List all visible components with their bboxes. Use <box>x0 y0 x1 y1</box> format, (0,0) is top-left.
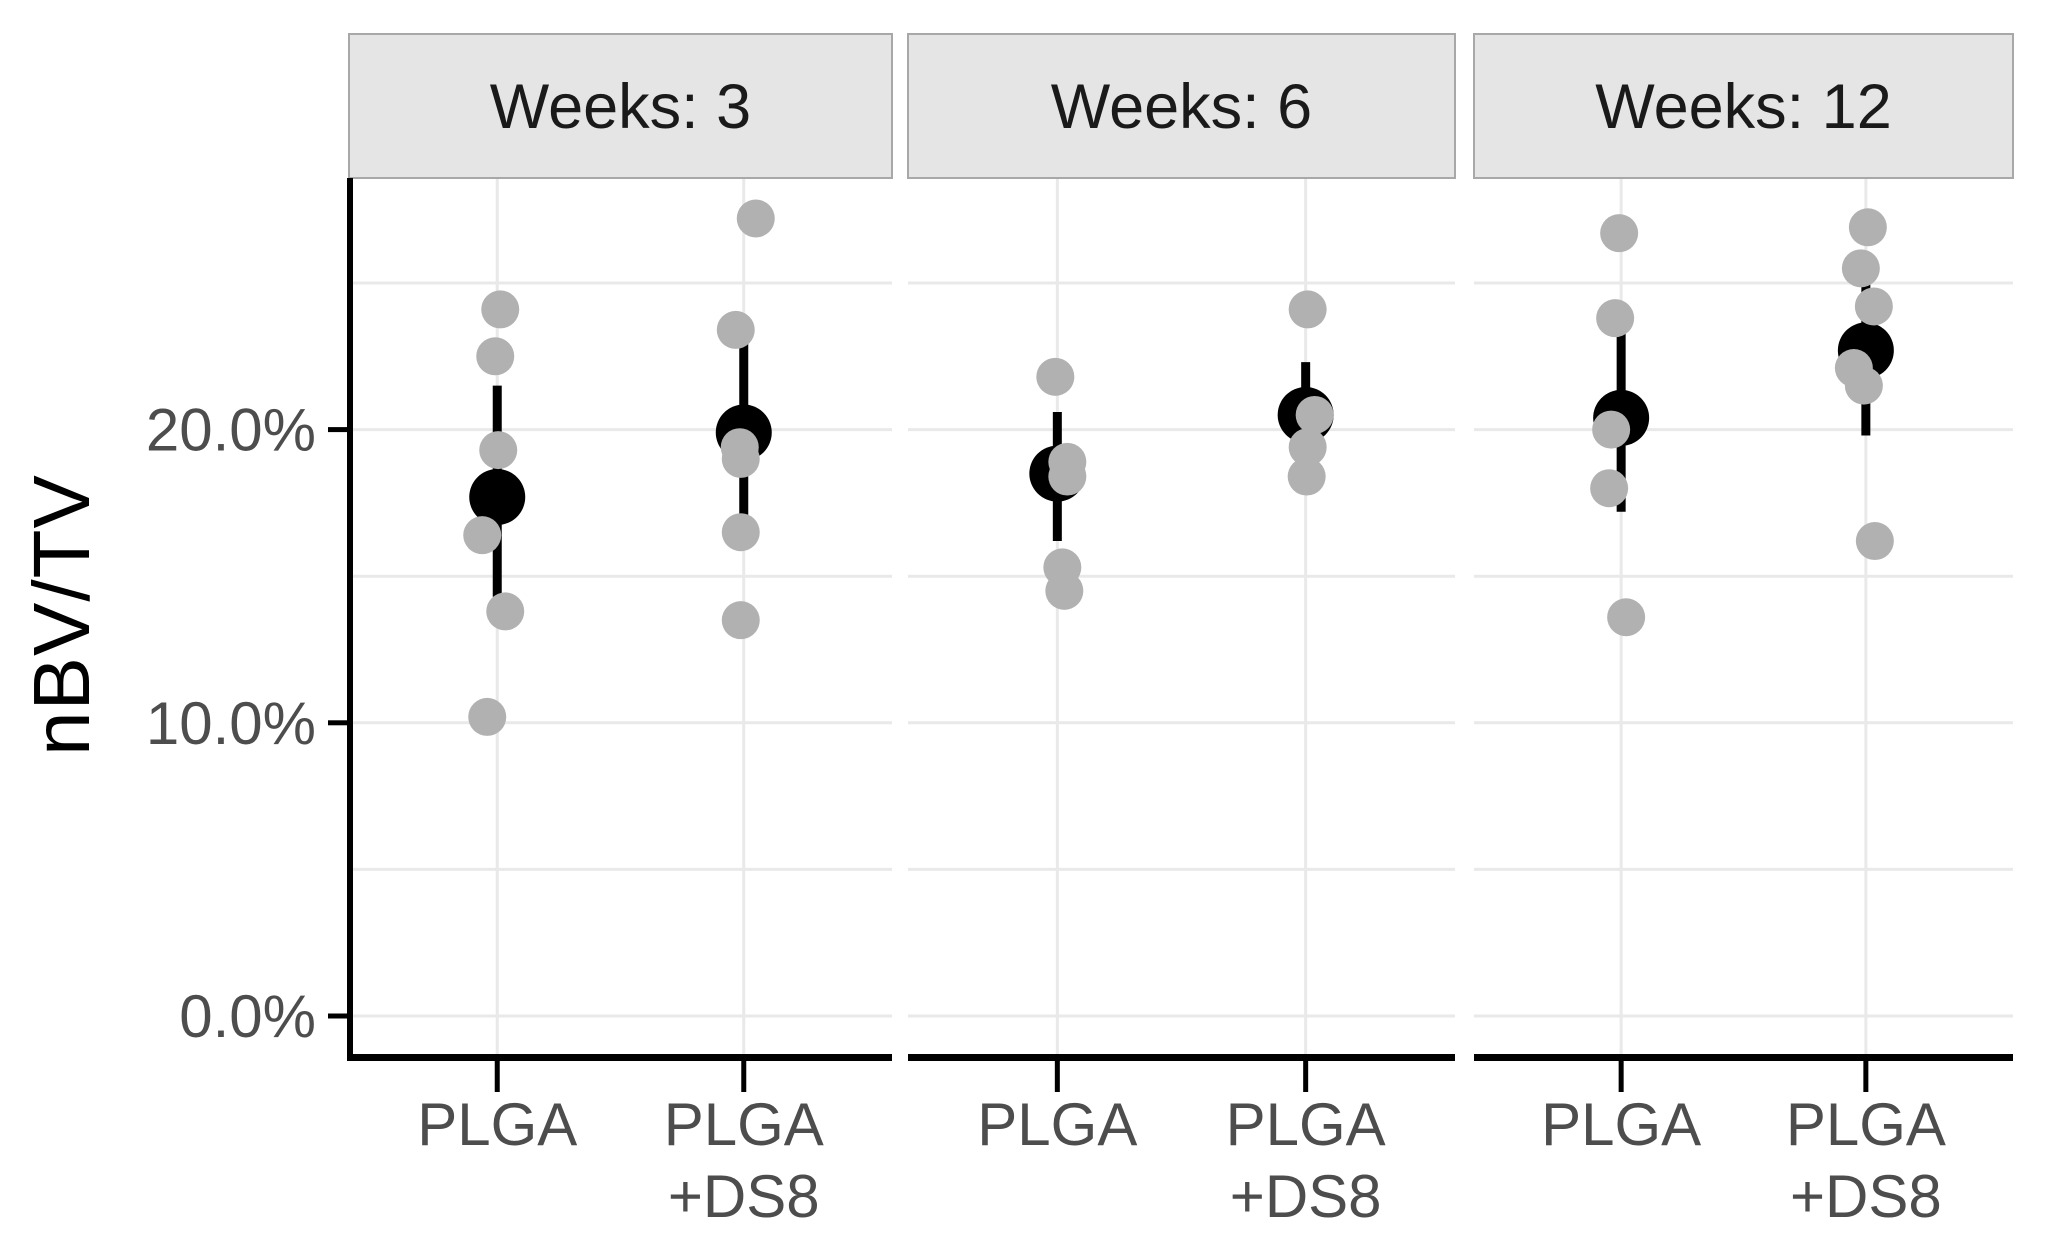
x-tick <box>1618 1061 1624 1092</box>
x-tick <box>1863 1061 1869 1092</box>
jitter-point <box>1288 428 1327 467</box>
jitter-point <box>1048 457 1087 496</box>
jitter-point <box>1596 299 1635 338</box>
y-tick <box>328 1013 350 1019</box>
jitter-point <box>1600 214 1639 253</box>
y-tick-label: 10.0% <box>146 690 316 757</box>
x-axis-label: +DS8 <box>1790 1163 1942 1230</box>
x-axis-label: PLGA <box>1541 1091 1701 1158</box>
facet-strip-label: Weeks: 12 <box>1595 72 1891 142</box>
facet-strip-label: Weeks: 6 <box>1051 72 1312 142</box>
y-axis-title: nBV/TV <box>17 474 106 756</box>
facet-strip <box>348 33 893 179</box>
x-tick <box>741 1061 747 1092</box>
x-tick <box>1303 1061 1309 1092</box>
x-axis-label: PLGA <box>977 1091 1137 1158</box>
jitter-point <box>1295 395 1334 434</box>
jitter-point <box>721 601 760 640</box>
jitter-point <box>1855 522 1894 561</box>
jitter-point <box>1590 469 1629 508</box>
x-axis-line <box>1474 1054 2013 1061</box>
x-axis-label: +DS8 <box>668 1163 820 1230</box>
facet-strip <box>907 33 1456 179</box>
jitter-point <box>479 431 518 470</box>
jitter-point <box>716 310 755 349</box>
jitter-point <box>486 592 525 631</box>
facet-strip <box>1473 33 2014 179</box>
jitter-point <box>721 439 760 478</box>
jitter-point <box>1854 287 1893 326</box>
jitter-point <box>1607 598 1646 637</box>
jitter-point <box>476 337 515 376</box>
jitter-point <box>1036 357 1075 396</box>
jitter-point <box>1841 249 1880 288</box>
y-tick <box>328 427 350 433</box>
x-axis-label: PLGA <box>1786 1091 1946 1158</box>
x-tick <box>1054 1061 1060 1092</box>
x-tick <box>494 1061 500 1092</box>
x-axis-line <box>349 1054 892 1061</box>
x-axis-line <box>908 1054 1455 1061</box>
mean-point <box>469 469 526 526</box>
y-tick <box>328 720 350 726</box>
x-axis-label: PLGA <box>1226 1091 1386 1158</box>
y-tick-label: 20.0% <box>146 397 316 464</box>
y-axis-line <box>347 178 353 1061</box>
jitter-point <box>1287 457 1326 496</box>
jitter-point <box>1045 571 1084 610</box>
jitter-point <box>1288 290 1327 329</box>
jitter-point <box>481 290 520 329</box>
y-tick-label: 0.0% <box>179 983 316 1050</box>
jitter-point <box>721 513 760 552</box>
jitter-point <box>1848 208 1887 247</box>
x-axis-label: PLGA <box>664 1091 824 1158</box>
jitter-point <box>1592 410 1631 449</box>
jitter-point <box>736 199 775 238</box>
jitter-point <box>1844 366 1883 405</box>
jitter-point <box>468 697 507 736</box>
jitter-point <box>463 516 502 555</box>
x-axis-label: +DS8 <box>1230 1163 1382 1230</box>
x-axis-label: PLGA <box>417 1091 577 1158</box>
facet-strip-label: Weeks: 3 <box>490 72 751 142</box>
